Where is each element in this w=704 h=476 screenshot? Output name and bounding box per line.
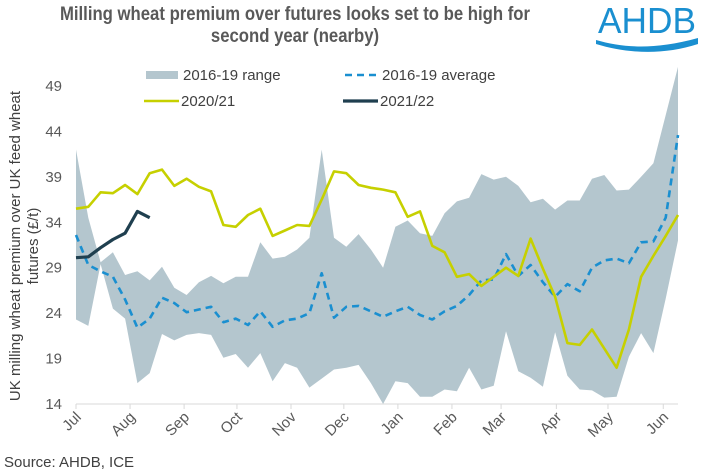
y-axis-label: UK milling wheat premium over UK feed wh… xyxy=(7,90,42,401)
chart-title-line1: Milling wheat premium over futures looks… xyxy=(59,4,531,25)
y-tick-label: 39 xyxy=(45,169,62,186)
ahdb-logo-text: AHDB xyxy=(598,0,696,41)
x-tick-label: Jun xyxy=(643,409,672,438)
source-note: Source: AHDB, ICE xyxy=(4,454,135,471)
y-tick-label: 19 xyxy=(45,351,62,368)
ahdb-logo: AHDB xyxy=(596,0,698,52)
wave-icon xyxy=(596,38,698,52)
y-tick-label: 24 xyxy=(45,305,62,322)
y-tick-label: 29 xyxy=(45,260,62,277)
legend-label-average: 2016-19 average xyxy=(382,67,495,84)
range-band xyxy=(76,66,678,405)
x-tick-label: Jul xyxy=(59,409,85,435)
x-tick-label: Dec xyxy=(322,408,353,439)
x-tick-label: Jan xyxy=(378,409,407,438)
legend: 2016-19 range 2016-19 average 2020/21 2021/… xyxy=(144,67,495,110)
x-tick-label: Apr xyxy=(537,409,566,438)
x-tick-label: Nov xyxy=(269,408,300,439)
legend-label-y2021: 2021/22 xyxy=(380,93,434,110)
chart-title-line2: second year (nearby) xyxy=(210,26,380,47)
x-tick-label: Sep xyxy=(162,409,193,440)
y-tick-label: 34 xyxy=(45,214,62,231)
legend-label-y2020: 2020/21 xyxy=(181,93,235,110)
x-tick-label: Oct xyxy=(217,408,246,437)
y-tick-label: 44 xyxy=(45,123,62,140)
y-axis-label-line1: UK milling wheat premium over UK feed wh… xyxy=(7,90,24,401)
legend-label-range: 2016-19 range xyxy=(183,67,281,84)
series-line-average xyxy=(74,134,680,330)
series-line-y2020 xyxy=(75,168,680,370)
x-tick-label: Mar xyxy=(480,409,510,439)
x-tick-label: Aug xyxy=(108,409,139,440)
y-tick-label: 14 xyxy=(45,396,62,413)
y-tick-label: 49 xyxy=(45,78,62,95)
x-tick-label: May xyxy=(585,408,617,440)
x-tick-label: Feb xyxy=(430,409,460,439)
y-axis-label-line2: futures (£/t) xyxy=(25,208,42,285)
legend-swatch-range xyxy=(146,71,178,79)
chart-title: Milling wheat premium over futures looks… xyxy=(35,4,554,48)
